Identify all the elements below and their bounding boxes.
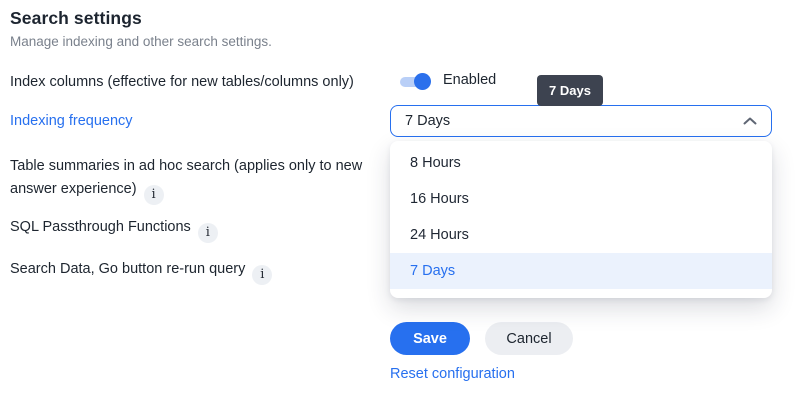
label-table-summaries: Table summaries in ad hoc search (applie… (10, 155, 392, 205)
chevron-up-icon (743, 117, 757, 125)
page-title: Search settings (10, 8, 142, 28)
toggle-status-label: Enabled (443, 72, 497, 88)
cancel-button[interactable]: Cancel (485, 322, 573, 355)
save-button[interactable]: Save (390, 322, 470, 355)
indexing-frequency-select[interactable]: 7 Days (390, 105, 772, 137)
label-sql-passthrough: SQL Passthrough Functions i (10, 216, 392, 243)
info-icon[interactable]: i (197, 222, 218, 243)
info-icon[interactable]: i (252, 264, 273, 285)
reset-configuration-link[interactable]: Reset configuration (390, 366, 515, 382)
dropdown-menu: 8 Hours 16 Hours 24 Hours 7 Days (390, 141, 772, 298)
label-sql-passthrough-text: SQL Passthrough Functions (10, 219, 191, 235)
tooltip: 7 Days (537, 75, 603, 106)
dropdown-option-24-hours[interactable]: 24 Hours (410, 227, 469, 243)
label-indexing-frequency: Indexing frequency (10, 113, 133, 129)
dropdown-option-8-hours[interactable]: 8 Hours (410, 155, 461, 171)
index-columns-toggle[interactable] (400, 73, 431, 90)
label-table-summaries-text: Table summaries in ad hoc search (applie… (10, 158, 363, 197)
dropdown-option-7-days[interactable]: 7 Days (390, 253, 772, 289)
label-search-data-text: Search Data, Go button re-run query (10, 261, 246, 277)
label-index-columns: Index columns (effective for new tables/… (10, 74, 354, 90)
dropdown-option-16-hours[interactable]: 16 Hours (410, 191, 469, 207)
label-search-data: Search Data, Go button re-run query i (10, 258, 392, 285)
info-icon[interactable]: i (143, 184, 164, 205)
select-value: 7 Days (405, 113, 451, 129)
toggle-knob (414, 73, 431, 90)
page-subtitle: Manage indexing and other search setting… (10, 34, 272, 49)
